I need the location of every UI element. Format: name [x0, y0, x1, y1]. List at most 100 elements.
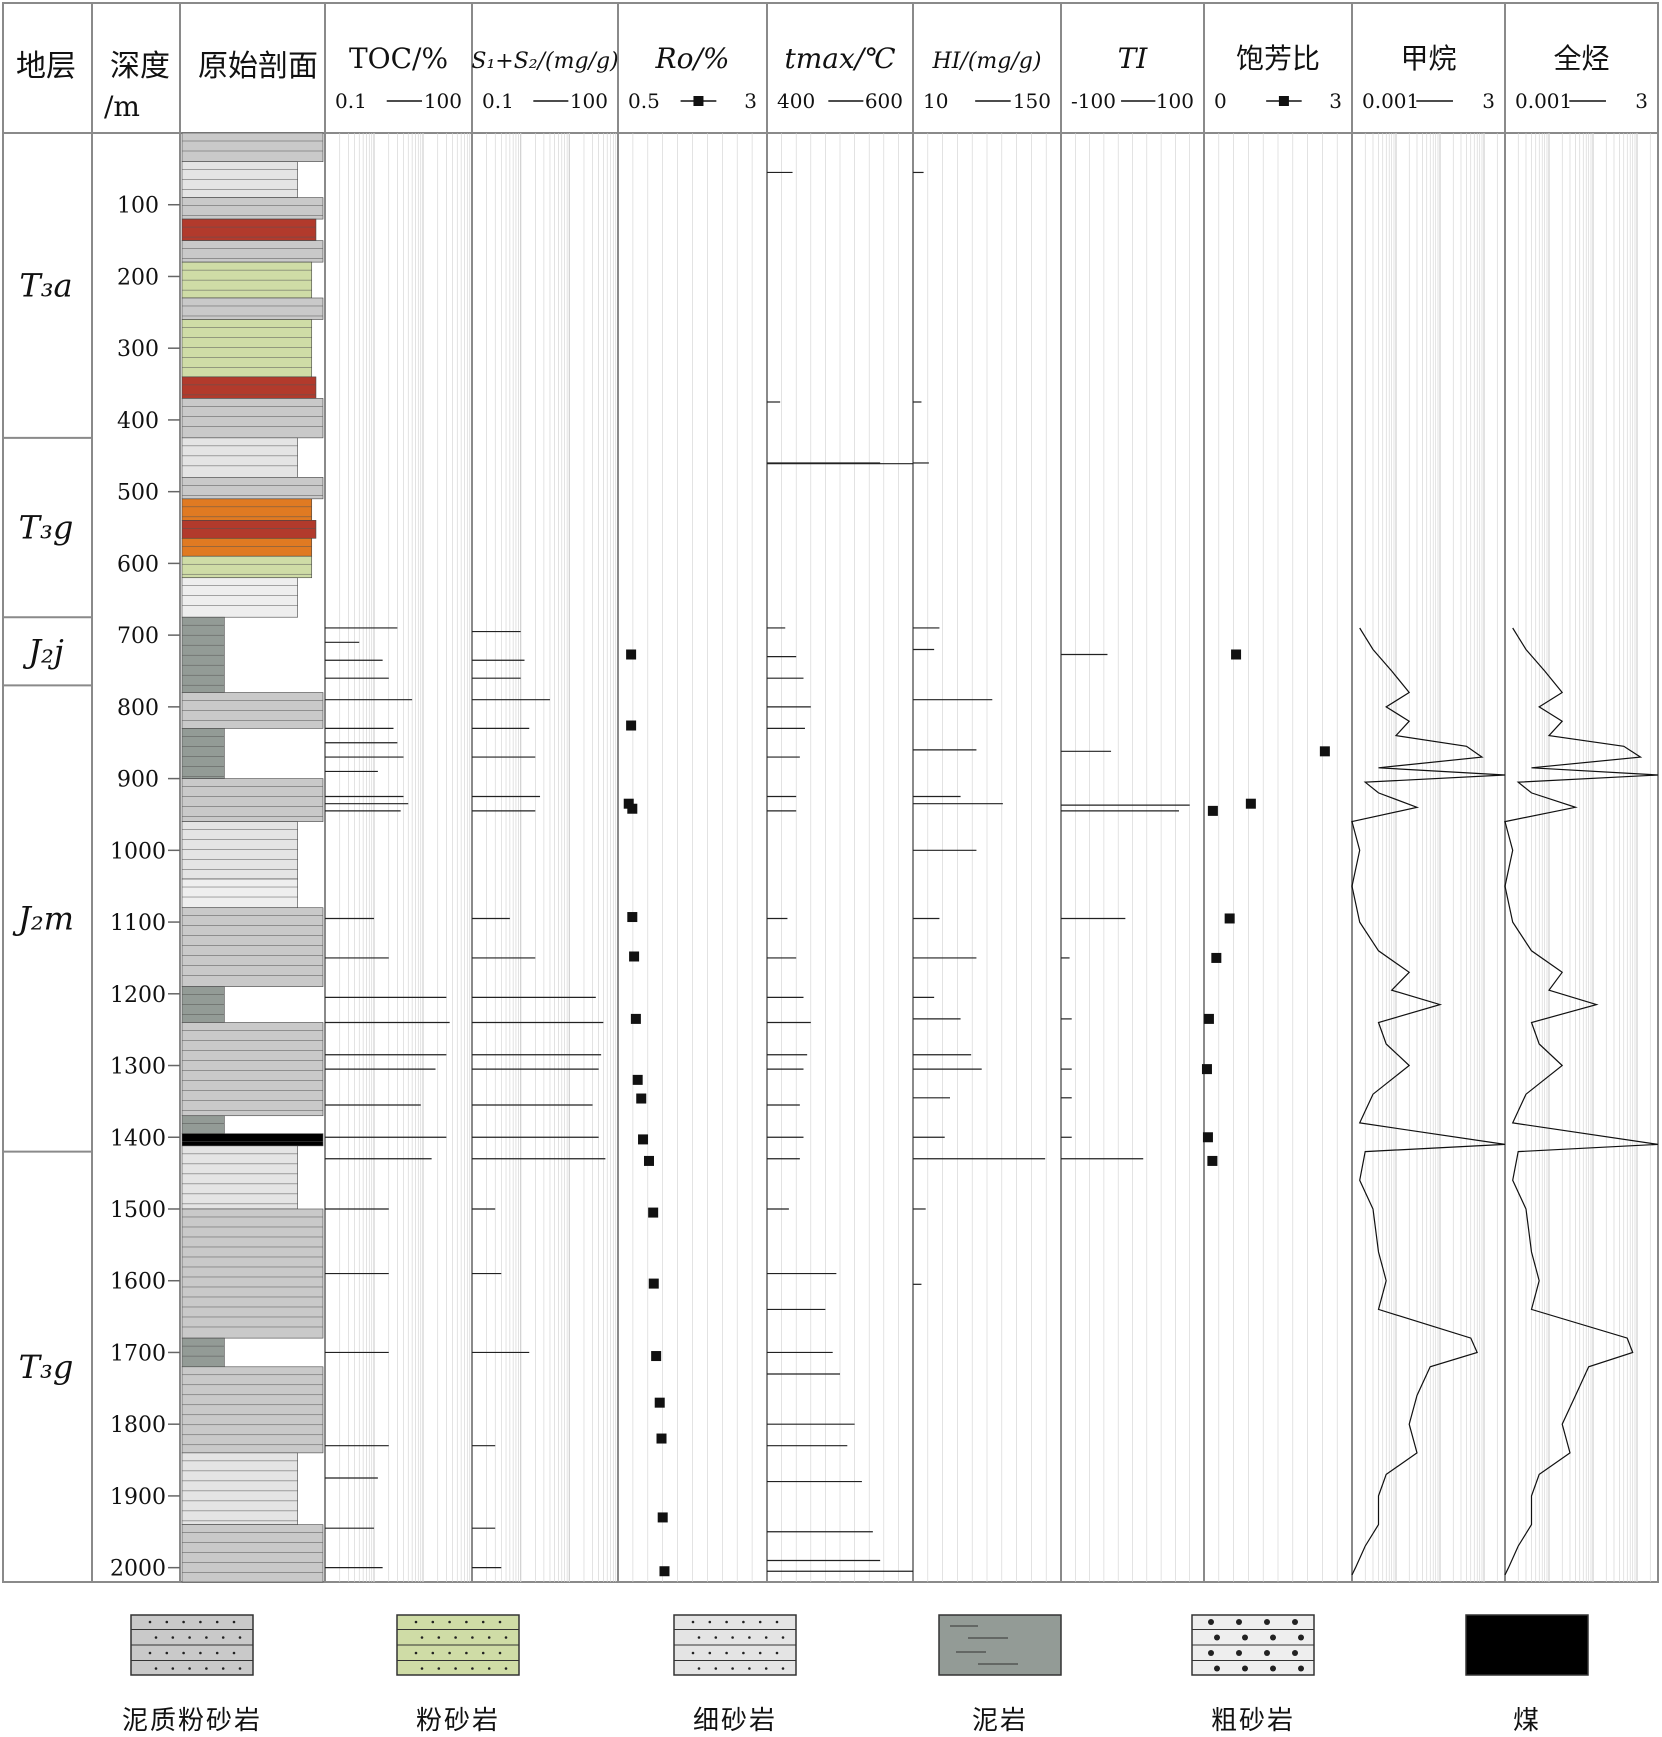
depth-tick-label: 1500 [110, 1198, 166, 1223]
sat_arom-point [1203, 1013, 1214, 1024]
tmax-title: tmax/℃ [784, 42, 895, 75]
ro-point [657, 1512, 668, 1523]
coarse_sandstone-swatch-dot [1208, 1650, 1214, 1656]
muddy_siltstone-swatch-dot [171, 1636, 175, 1639]
lithology-legend: 泥质粉砂岩 粉砂岩 细砂岩 泥岩 粗砂岩 煤 [0, 1600, 1662, 1737]
muddy_siltstone-swatch-dot [238, 1636, 242, 1639]
lithology-layer-muddy_siltstone [181, 398, 324, 439]
methane-min-label: 0.001 [1362, 89, 1419, 113]
muddy_siltstone-swatch-dot [221, 1667, 225, 1670]
siltstone-swatch-dot [504, 1636, 508, 1639]
lithology-layer-muddy_siltstone [181, 907, 324, 987]
siltstone-swatch-dot [448, 1620, 451, 1624]
lithology-layer-muddy_siltstone [181, 197, 324, 220]
depth-header-line1: 深度 [110, 49, 170, 84]
well-log-chart: 地层 深度 /m 原始剖面 TOC/%0.1 100S₁+S₂/(mg/g)0.1… [2, 2, 1659, 1583]
muddy_siltstone-swatch-dot [188, 1667, 191, 1670]
fine_sandstone-swatch-dot [708, 1651, 712, 1655]
depth-tick-label: 100 [117, 194, 159, 219]
lithology-layer-muddy_siltstone [181, 1366, 324, 1454]
siltstone-swatch-dot [414, 1620, 418, 1624]
siltstone-swatch-dot [487, 1636, 491, 1639]
coarse_sandstone-swatch-dot [1242, 1665, 1248, 1672]
legend-label-mudstone: 泥岩 [971, 1706, 1028, 1736]
s1s2-title: S₁+S₂/(mg/g) [471, 49, 618, 74]
coarse_sandstone-swatch-dot [1298, 1634, 1304, 1641]
fine_sandstone-swatch-dot [758, 1620, 762, 1624]
lithology-layer-mudstone [181, 728, 225, 779]
siltstone-swatch-dot [454, 1667, 457, 1670]
lithology-layer-muddy_siltstone [181, 477, 324, 500]
siltstone-swatch-dot [437, 1636, 441, 1639]
muddy_siltstone-swatch-dot [199, 1620, 202, 1624]
fine_sandstone-swatch-dot [758, 1651, 762, 1655]
total_hc-title: 全烃 [1553, 42, 1609, 75]
depth-tick-label: 1900 [110, 1485, 166, 1510]
legend-label-coarse_sandstone: 粗砂岩 [1210, 1706, 1295, 1736]
sat_arom-point [1207, 1155, 1218, 1166]
methane-title: 甲烷 [1400, 42, 1456, 75]
sat_arom-title: 饱芳比 [1236, 42, 1320, 75]
fine_sandstone-swatch-dot [731, 1667, 734, 1670]
muddy_siltstone-swatch-dot [199, 1651, 202, 1655]
ro-min-label: 0.5 [628, 89, 660, 113]
sat_arom-min-label: 0 [1214, 89, 1227, 113]
fine_sandstone-swatch-dot [708, 1620, 712, 1624]
s1s2-min-label: 0.1 [482, 89, 514, 113]
muddy_siltstone-swatch-dot [148, 1620, 152, 1624]
s1s2-max-label: 100 [570, 89, 608, 113]
total_hc-min-label: 0.001 [1515, 89, 1572, 113]
lithology-layer-siltstone [181, 555, 313, 579]
coarse_sandstone-swatch-dot [1270, 1634, 1276, 1641]
ro-point [654, 1397, 665, 1408]
legend-item-mudstone: 泥岩 [900, 1614, 1100, 1737]
sat_arom-point [1224, 913, 1235, 924]
ro-point [636, 1093, 647, 1104]
strata-label-3: J₂m [12, 899, 74, 937]
muddy_siltstone-swatch-dot [148, 1651, 152, 1655]
siltstone-swatch-dot [498, 1620, 502, 1624]
muddy_siltstone-swatch-dot [165, 1620, 169, 1624]
ro-point [630, 1013, 641, 1024]
coarse_sandstone-swatch [1191, 1614, 1315, 1676]
mudstone-swatch-fill [938, 1614, 1062, 1676]
depth-axis: 100 200 300 400 500 600 700 800 900 1000 1100 1200 1… [110, 194, 180, 1582]
strata-label-2: J₂j [22, 632, 64, 670]
coarse_sandstone-swatch-dot [1236, 1650, 1242, 1656]
legend-item-muddy_siltstone: 泥质粉砂岩 [92, 1614, 292, 1737]
depth-header-line2: /m [104, 90, 140, 123]
lithology-layer-muddy_siltstone [181, 1208, 324, 1339]
ro-max-label: 3 [744, 89, 757, 113]
tmax-min-label: 400 [777, 89, 815, 113]
sat_arom-max-label: 3 [1329, 89, 1342, 113]
fine_sandstone-swatch-dot [725, 1651, 728, 1655]
depth-tick-label: 900 [117, 768, 159, 793]
ro-point [626, 649, 637, 660]
fine_sandstone-swatch-dot [764, 1636, 768, 1639]
chart-frame [2, 2, 1659, 1583]
sat_arom-point [1319, 746, 1330, 757]
legend-label-coal: 煤 [1512, 1706, 1541, 1736]
siltstone-swatch-dot [465, 1651, 468, 1655]
siltstone-swatch-dot [414, 1651, 418, 1655]
depth-tick-label: 1600 [110, 1270, 166, 1295]
toc-min-label: 0.1 [335, 89, 367, 113]
legend-label-siltstone: 粉砂岩 [415, 1706, 500, 1736]
lithology-layer-orange_siltstone [181, 537, 313, 557]
ro-point [659, 1566, 670, 1577]
fine_sandstone-swatch-dot [775, 1651, 779, 1655]
siltstone-swatch-dot [448, 1651, 451, 1655]
track-gridlines [339, 133, 1651, 1582]
coal-swatch-fill [1465, 1614, 1589, 1676]
muddy_siltstone-swatch-dot [238, 1667, 242, 1670]
ro-point [648, 1278, 659, 1289]
fine_sandstone-swatch-dot [742, 1651, 745, 1655]
siltstone-swatch-dot [481, 1651, 485, 1655]
lithology-layer-muddy_siltstone [181, 778, 324, 822]
lithology-layer-orange_siltstone [181, 498, 313, 521]
siltstone-swatch-dot [481, 1620, 485, 1624]
depth-tick-label: 1300 [110, 1055, 166, 1080]
muddy_siltstone-swatch-dot [171, 1667, 175, 1670]
fine_sandstone-swatch-dot [731, 1636, 734, 1639]
depth-tick-label: 1400 [110, 1126, 166, 1151]
